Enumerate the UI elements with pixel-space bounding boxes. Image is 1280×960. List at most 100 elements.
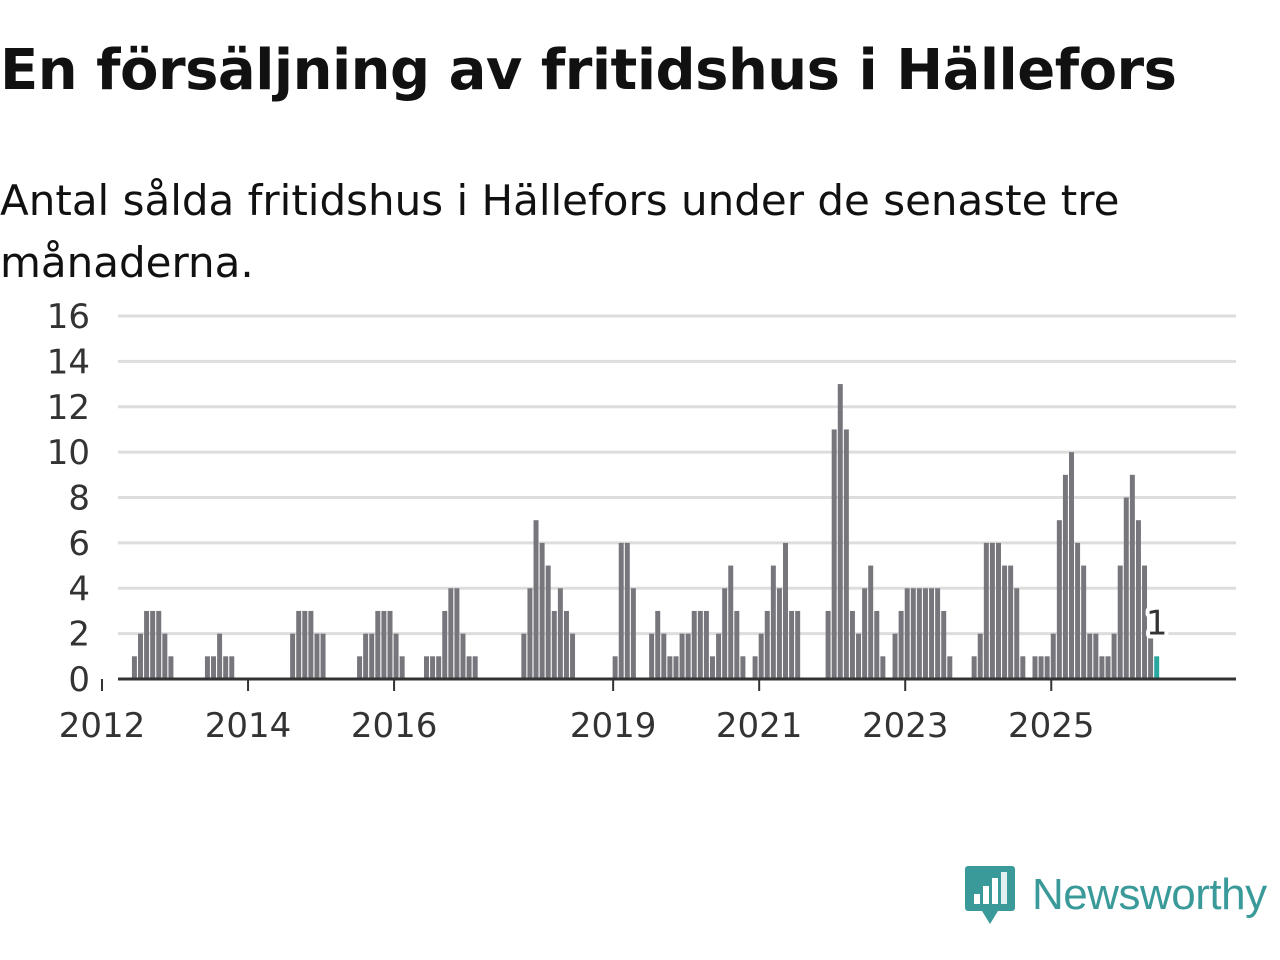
- bar: [1123, 497, 1129, 679]
- y-tick-label: 8: [68, 479, 90, 519]
- bar: [460, 633, 466, 680]
- bar: [862, 588, 868, 679]
- bar: [941, 610, 947, 679]
- chart-title: En försäljning av fritidshus i Hällefors: [0, 38, 1177, 103]
- bar: [1002, 565, 1008, 679]
- bars: [131, 384, 1160, 680]
- bar: [138, 633, 143, 680]
- bar: [472, 656, 478, 679]
- bar: [996, 542, 1001, 680]
- y-tick-label: 12: [47, 388, 90, 428]
- bar: [618, 542, 624, 680]
- y-tick-label: 16: [47, 297, 90, 337]
- x-tick-label: 2021: [716, 706, 803, 746]
- bar: [551, 610, 557, 679]
- bar: [1062, 474, 1068, 679]
- bar: [929, 588, 935, 679]
- bar: [204, 656, 210, 679]
- bar: [131, 656, 137, 679]
- bar: [357, 656, 363, 679]
- bar: [424, 656, 429, 679]
- bar: [983, 542, 989, 680]
- bar: [1044, 656, 1050, 679]
- bar: [703, 610, 709, 679]
- bar: [545, 565, 551, 679]
- gridlines: [118, 314, 1236, 636]
- bar: [880, 656, 886, 679]
- bar: [1032, 656, 1038, 679]
- bar: [1014, 588, 1020, 679]
- bar: [1056, 520, 1062, 679]
- bar: [697, 610, 703, 679]
- bar: [947, 656, 953, 679]
- y-tick-label: 0: [68, 660, 90, 700]
- bar: [442, 610, 448, 679]
- last-value-label: 11: [1142, 599, 1172, 647]
- bar: [381, 610, 387, 679]
- bar: [722, 588, 728, 679]
- y-tick-label: 2: [68, 615, 90, 655]
- bar: [843, 429, 849, 679]
- bar: [898, 610, 904, 679]
- bar: [302, 610, 308, 679]
- bar: [922, 588, 928, 679]
- bar: [563, 610, 569, 679]
- bar: [375, 610, 381, 679]
- y-axis-ticks: 0 2 4 6 8 10 12 14 16: [47, 297, 90, 700]
- bar: [466, 656, 472, 679]
- bar: [533, 520, 539, 679]
- x-tick-label: 2014: [205, 706, 292, 746]
- bar: [521, 633, 527, 680]
- y-tick-label: 14: [47, 342, 90, 382]
- bar: [935, 588, 941, 679]
- bar: [776, 588, 782, 679]
- bar: [783, 542, 788, 680]
- bar: [673, 656, 679, 679]
- chart-subtitle: Antal sålda fritidshus i Hällefors under…: [0, 176, 1120, 287]
- bar: [685, 633, 691, 680]
- bar: [1087, 633, 1093, 680]
- bar: [1117, 565, 1123, 679]
- bar: [825, 610, 831, 679]
- bar: [320, 633, 326, 680]
- bar: [1020, 656, 1026, 679]
- bar: [667, 656, 673, 679]
- bar: [369, 633, 375, 680]
- bar: [448, 588, 454, 679]
- bar: [539, 542, 545, 680]
- bar: [1008, 565, 1014, 679]
- y-tick-label: 6: [68, 524, 90, 564]
- x-axis-ticks: 2012 2014 2016 2019 2021 2023 2025: [59, 679, 1095, 746]
- bar: [229, 656, 235, 679]
- bar: [910, 588, 916, 679]
- bar: [430, 656, 436, 679]
- bar: [557, 588, 563, 679]
- bar: [1111, 633, 1117, 680]
- bar: [150, 610, 156, 679]
- bar: [868, 565, 874, 679]
- bar: [1129, 474, 1135, 679]
- bar: [770, 565, 776, 679]
- bar: [314, 633, 320, 680]
- bar: [716, 633, 722, 680]
- bar: [916, 588, 922, 679]
- bar: [211, 656, 217, 679]
- last-value-label-halo: 1: [1146, 603, 1168, 643]
- bar: [661, 633, 667, 680]
- bar: [1081, 565, 1087, 679]
- bar: [679, 633, 685, 680]
- bar: [436, 656, 442, 679]
- x-tick-label: 2016: [351, 706, 438, 746]
- x-tick-label: 2012: [59, 706, 146, 746]
- bar: [904, 588, 910, 679]
- bar: [1148, 633, 1154, 680]
- bar: [655, 610, 661, 679]
- bar: [977, 633, 983, 680]
- bar: [290, 633, 296, 680]
- newsworthy-logo: Newsworthy: [964, 864, 1267, 926]
- bar: [649, 633, 655, 680]
- bar: [1099, 656, 1105, 679]
- bar-latest: [1154, 656, 1160, 679]
- bar: [1142, 565, 1148, 679]
- bar: [856, 633, 862, 680]
